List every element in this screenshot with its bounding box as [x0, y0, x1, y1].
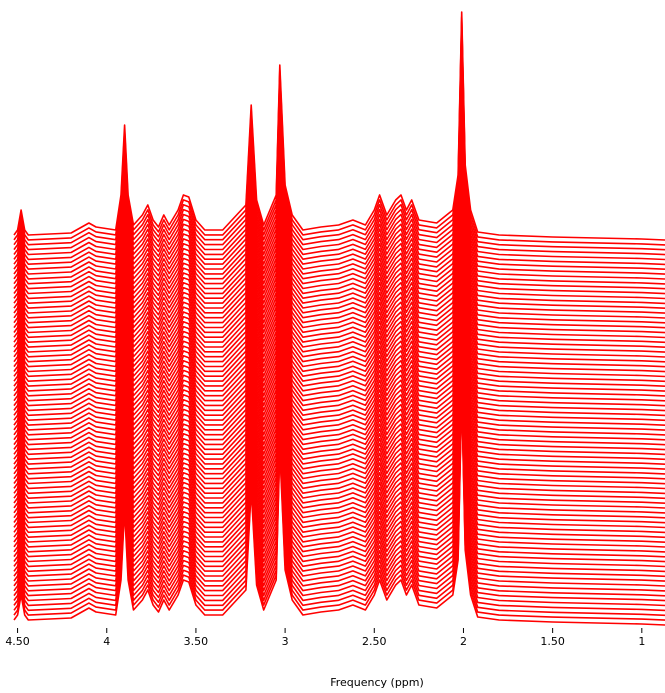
x-tick-label: 1 — [638, 635, 645, 648]
spectrum-trace — [13, 396, 665, 626]
x-tick-label: 4.50 — [5, 635, 30, 648]
spectrum-trace — [13, 11, 665, 241]
x-tick-label: 1.50 — [540, 635, 565, 648]
spectrum-trace — [13, 25, 665, 256]
x-tick-label: 3 — [282, 635, 289, 648]
x-tick-label: 3.50 — [184, 635, 209, 648]
x-tick-label: 2 — [460, 635, 467, 648]
x-tick-label: 2.50 — [362, 635, 387, 648]
x-axis-label: Frequency (ppm) — [330, 676, 424, 689]
spectrum-trace — [13, 20, 665, 251]
spectrum-trace — [13, 16, 665, 246]
x-tick-label: 4 — [103, 635, 110, 648]
